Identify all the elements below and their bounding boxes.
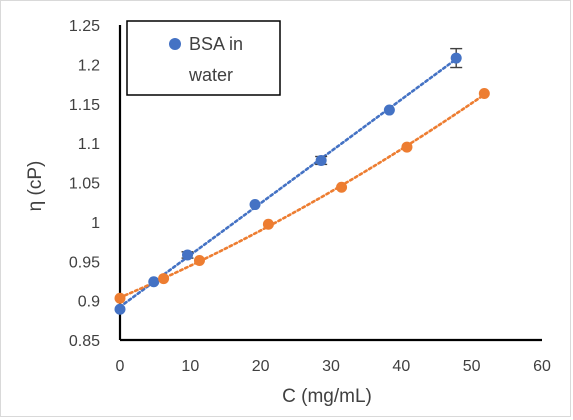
x-tick-label-6: 60 [533, 358, 551, 375]
data-point-series-1-2 [193, 254, 205, 266]
y-tick-label-8: 1.25 [69, 18, 100, 35]
x-axis-title: C (mg/mL) [282, 386, 372, 407]
x-tick-label-4: 40 [392, 358, 410, 375]
legend: BSA in water [126, 20, 281, 96]
data-point-series-0-6 [450, 52, 462, 64]
data-point-series-1-1 [158, 273, 170, 285]
data-point-series-0-3 [249, 199, 261, 211]
y-tick-label-5: 1.1 [78, 136, 100, 153]
y-tick-label-2: 0.95 [69, 254, 100, 271]
data-points-layer [114, 52, 490, 315]
y-axis-title: η (cP) [25, 161, 46, 212]
x-tick-label-0: 0 [116, 358, 125, 375]
x-tick-label-5: 50 [463, 358, 481, 375]
y-tick-label-6: 1.15 [69, 97, 100, 114]
x-tick-label-2: 20 [252, 358, 270, 375]
trendlines-layer [118, 57, 486, 309]
y-tick-label-4: 1.05 [69, 176, 100, 193]
legend-marker-bsa-in-water [169, 38, 181, 50]
data-point-series-1-0 [114, 292, 126, 304]
legend-label-line-2: water [188, 65, 233, 85]
data-point-series-1-5 [401, 141, 413, 153]
legend-box [126, 20, 281, 96]
data-point-series-1-6 [478, 88, 490, 100]
y-tick-label-0: 0.85 [69, 333, 100, 350]
data-point-series-0-4 [315, 154, 327, 166]
data-point-series-1-4 [336, 181, 348, 193]
trendline-series-1 [118, 93, 486, 299]
y-tick-label-7: 1.2 [78, 57, 100, 74]
data-point-series-0-1 [148, 276, 160, 288]
data-point-series-1-3 [262, 218, 274, 230]
data-point-series-0-0 [114, 303, 126, 315]
trendline-series-0 [118, 57, 458, 309]
y-tick-label-3: 1 [91, 215, 100, 232]
data-point-series-0-5 [383, 104, 395, 116]
x-tick-label-1: 10 [181, 358, 199, 375]
axes-layer [118, 25, 542, 342]
legend-label-line-1: BSA in [189, 34, 243, 54]
tick-labels-layer: 0 10 20 30 40 50 60 0.85 0.9 0.95 1 1.05 1.1 1.15 1.2 1… [69, 18, 551, 375]
y-tick-label-1: 0.9 [78, 294, 100, 311]
x-tick-label-3: 30 [322, 358, 340, 375]
data-point-series-0-2 [182, 249, 194, 261]
